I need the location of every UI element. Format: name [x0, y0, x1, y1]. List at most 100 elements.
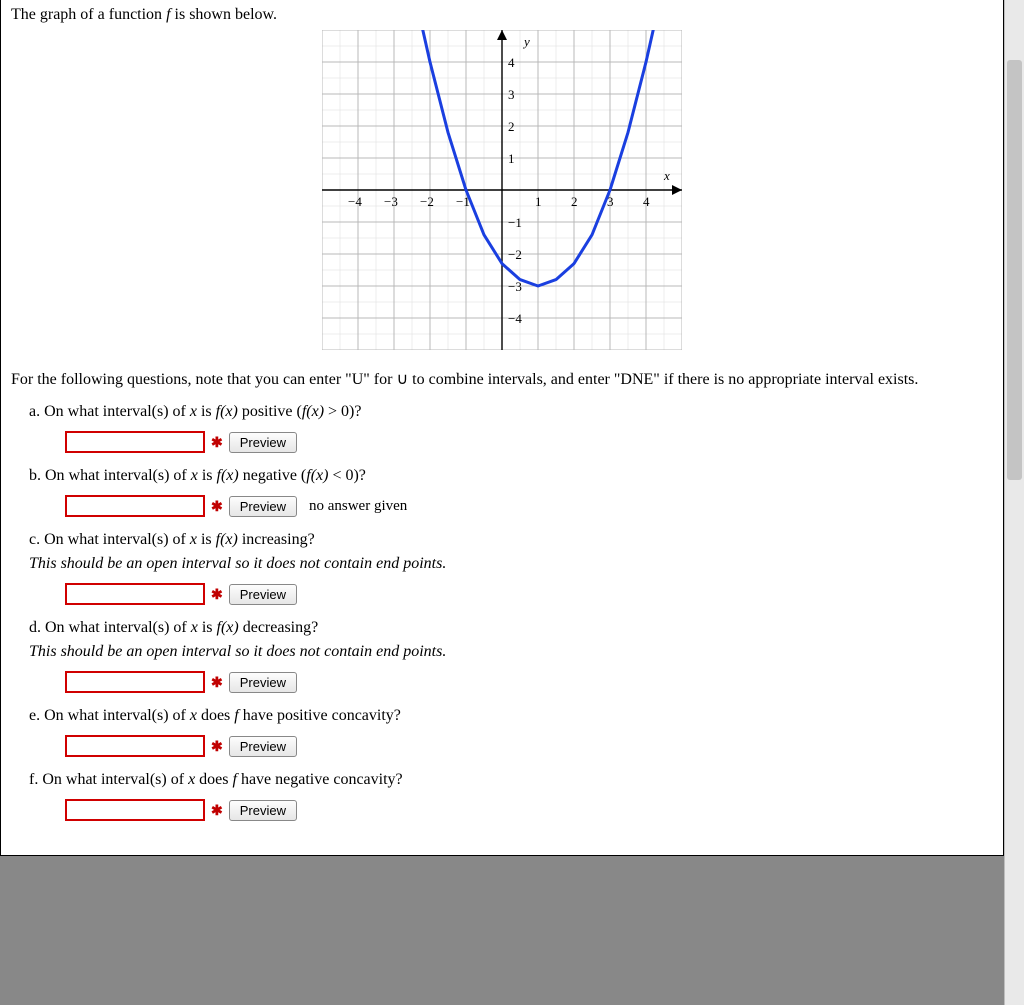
error-icon: ✱: [211, 435, 223, 449]
note-d: This should be an open interval so it do…: [29, 643, 993, 661]
instruction-text: For the following questions, note that y…: [11, 369, 993, 389]
preview-button-c[interactable]: Preview: [229, 584, 297, 605]
q-d-mid: is: [202, 619, 217, 636]
error-icon: ✱: [211, 739, 223, 753]
answer-row-d: ✱ Preview: [65, 671, 993, 693]
scrollbar-thumb[interactable]: [1007, 60, 1022, 480]
error-icon: ✱: [211, 499, 223, 513]
svg-text:−1: −1: [508, 215, 522, 230]
svg-text:−2: −2: [420, 194, 434, 209]
var-x: x: [188, 771, 195, 788]
q-a-label: a.: [29, 403, 40, 420]
answer-input-b[interactable]: [65, 495, 205, 517]
preview-button-b[interactable]: Preview: [229, 496, 297, 517]
error-icon: ✱: [211, 587, 223, 601]
preview-button-a[interactable]: Preview: [229, 432, 297, 453]
q-a-mid: is: [201, 403, 216, 420]
svg-text:−3: −3: [508, 279, 522, 294]
answer-row-a: ✱ Preview: [65, 431, 993, 453]
fx2: f(x): [302, 403, 324, 420]
fx: f(x): [217, 619, 239, 636]
page-content: The graph of a function f is shown below…: [0, 0, 1004, 856]
q-e-mid: does: [201, 707, 234, 724]
answer-row-b: ✱ Preview no answer given: [65, 495, 993, 517]
answer-row-c: ✱ Preview: [65, 583, 993, 605]
q-b-label: b.: [29, 467, 41, 484]
question-e: e. On what interval(s) of x does f have …: [29, 707, 993, 725]
svg-text:1: 1: [535, 194, 542, 209]
note-c: This should be an open interval so it do…: [29, 555, 993, 573]
intro-pre: The graph of a function: [11, 6, 166, 23]
q-b-pre: On what interval(s) of: [45, 467, 191, 484]
graph-container: −4−3−2−11234−4−3−2−11234xy: [11, 30, 993, 355]
preview-button-e[interactable]: Preview: [229, 736, 297, 757]
q-f-label: f.: [29, 771, 38, 788]
q-a-pre: On what interval(s) of: [44, 403, 190, 420]
svg-text:4: 4: [643, 194, 650, 209]
var-x: x: [190, 403, 197, 420]
preview-button-f[interactable]: Preview: [229, 800, 297, 821]
intro-post: is shown below.: [171, 6, 278, 23]
svg-text:−3: −3: [384, 194, 398, 209]
fx: f(x): [216, 531, 238, 548]
question-f: f. On what interval(s) of x does f have …: [29, 771, 993, 789]
q-d-pre: On what interval(s) of: [45, 619, 191, 636]
fx2: f(x): [306, 467, 328, 484]
svg-text:−4: −4: [508, 311, 522, 326]
answer-row-f: ✱ Preview: [65, 799, 993, 821]
question-c: c. On what interval(s) of x is f(x) incr…: [29, 531, 993, 549]
intro-text: The graph of a function f is shown below…: [11, 6, 993, 24]
question-d: d. On what interval(s) of x is f(x) decr…: [29, 619, 993, 637]
question-list: a. On what interval(s) of x is f(x) posi…: [29, 403, 993, 821]
question-a: a. On what interval(s) of x is f(x) posi…: [29, 403, 993, 421]
q-f-pre: On what interval(s) of: [42, 771, 188, 788]
answer-input-f[interactable]: [65, 799, 205, 821]
q-c-mid: is: [201, 531, 216, 548]
answer-input-a[interactable]: [65, 431, 205, 453]
var-x: x: [190, 531, 197, 548]
q-e-label: e.: [29, 707, 40, 724]
scrollbar-vertical[interactable]: [1004, 0, 1024, 1005]
question-b: b. On what interval(s) of x is f(x) nega…: [29, 467, 993, 485]
svg-text:1: 1: [508, 151, 515, 166]
q-e-cond: have positive concavity?: [243, 707, 401, 724]
q-a-post: > 0)?: [324, 403, 361, 420]
q-d-label: d.: [29, 619, 41, 636]
f: f: [233, 771, 237, 788]
q-c-label: c.: [29, 531, 40, 548]
union-symbol: ∪: [396, 371, 408, 388]
q-b-mid: is: [202, 467, 217, 484]
q-c-pre: On what interval(s) of: [44, 531, 190, 548]
svg-text:2: 2: [508, 119, 515, 134]
f: f: [234, 707, 238, 724]
svg-text:x: x: [663, 168, 670, 183]
answer-input-e[interactable]: [65, 735, 205, 757]
q-f-mid: does: [199, 771, 232, 788]
q-d-cond: decreasing?: [243, 619, 319, 636]
instruction-pre: For the following questions, note that y…: [11, 371, 396, 388]
q-e-pre: On what interval(s) of: [44, 707, 190, 724]
fx: f(x): [217, 467, 239, 484]
svg-text:4: 4: [508, 55, 515, 70]
error-icon: ✱: [211, 803, 223, 817]
svg-text:−4: −4: [348, 194, 362, 209]
svg-text:3: 3: [508, 87, 515, 102]
preview-button-d[interactable]: Preview: [229, 672, 297, 693]
trail-b: no answer given: [309, 498, 407, 515]
answer-input-c[interactable]: [65, 583, 205, 605]
instruction-post: to combine intervals, and enter "DNE" if…: [408, 371, 918, 388]
answer-input-d[interactable]: [65, 671, 205, 693]
q-c-cond: increasing?: [242, 531, 315, 548]
answer-row-e: ✱ Preview: [65, 735, 993, 757]
svg-text:2: 2: [571, 194, 578, 209]
q-a-cond: positive (: [242, 403, 302, 420]
q-b-post: < 0)?: [328, 467, 365, 484]
q-b-cond: negative (: [243, 467, 307, 484]
function-graph: −4−3−2−11234−4−3−2−11234xy: [322, 30, 682, 350]
q-f-cond: have negative concavity?: [241, 771, 403, 788]
viewport: The graph of a function f is shown below…: [0, 0, 1024, 1005]
var-x: x: [190, 707, 197, 724]
svg-text:y: y: [522, 34, 530, 49]
error-icon: ✱: [211, 675, 223, 689]
svg-text:−2: −2: [508, 247, 522, 262]
